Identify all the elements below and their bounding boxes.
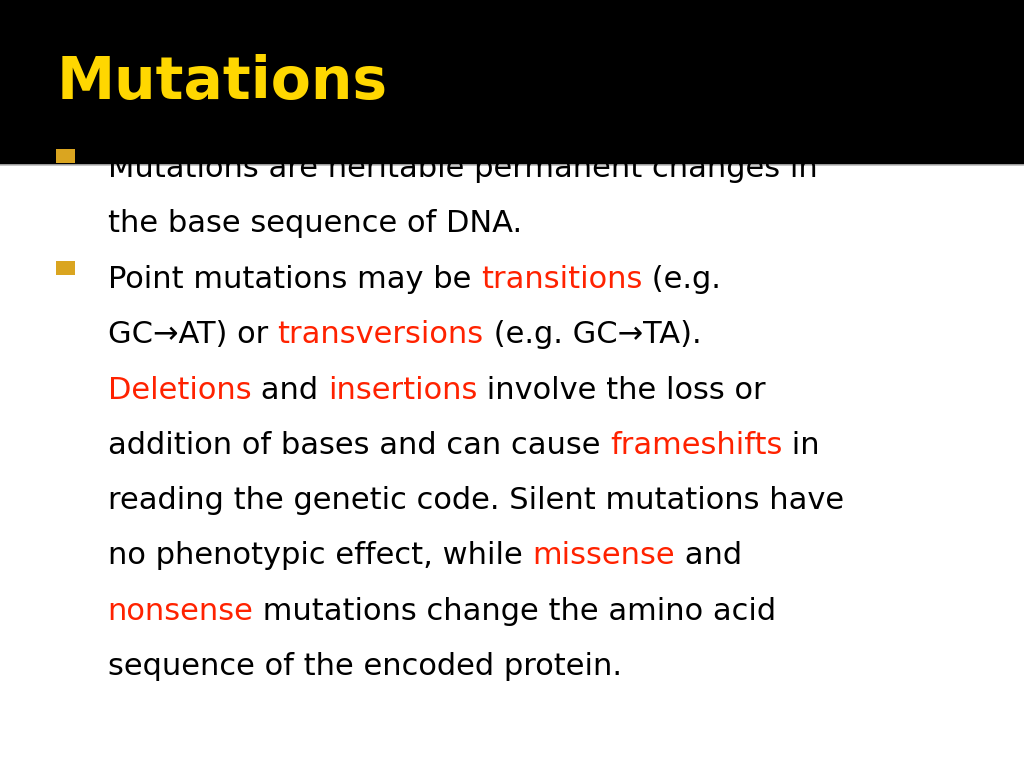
FancyBboxPatch shape: [56, 261, 75, 275]
Text: Mutations: Mutations: [56, 54, 387, 111]
Text: frameshifts: frameshifts: [609, 431, 782, 460]
Text: mutations change the amino acid: mutations change the amino acid: [253, 597, 776, 626]
Text: sequence of the encoded protein.: sequence of the encoded protein.: [108, 652, 622, 681]
Text: Mutations are heritable permanent changes in: Mutations are heritable permanent change…: [108, 154, 817, 183]
Text: and: and: [251, 376, 328, 405]
Text: and: and: [675, 541, 741, 571]
Text: Deletions: Deletions: [108, 376, 251, 405]
Text: (e.g. GC→TA).: (e.g. GC→TA).: [483, 320, 701, 349]
Text: reading the genetic code. Silent mutations have: reading the genetic code. Silent mutatio…: [108, 486, 844, 515]
FancyBboxPatch shape: [0, 0, 1024, 165]
Text: addition of bases and can cause: addition of bases and can cause: [108, 431, 609, 460]
Text: GC→AT) or: GC→AT) or: [108, 320, 278, 349]
Text: the base sequence of DNA.: the base sequence of DNA.: [108, 209, 521, 238]
Text: transitions: transitions: [480, 265, 642, 294]
Text: nonsense: nonsense: [108, 597, 253, 626]
Text: no phenotypic effect, while: no phenotypic effect, while: [108, 541, 532, 571]
Text: insertions: insertions: [328, 376, 477, 405]
Text: missense: missense: [532, 541, 675, 571]
Text: transversions: transversions: [278, 320, 483, 349]
Text: (e.g.: (e.g.: [642, 265, 721, 294]
Text: Point mutations may be: Point mutations may be: [108, 265, 480, 294]
FancyBboxPatch shape: [56, 150, 75, 164]
Text: in: in: [782, 431, 820, 460]
Text: involve the loss or: involve the loss or: [477, 376, 766, 405]
FancyBboxPatch shape: [0, 165, 1024, 768]
